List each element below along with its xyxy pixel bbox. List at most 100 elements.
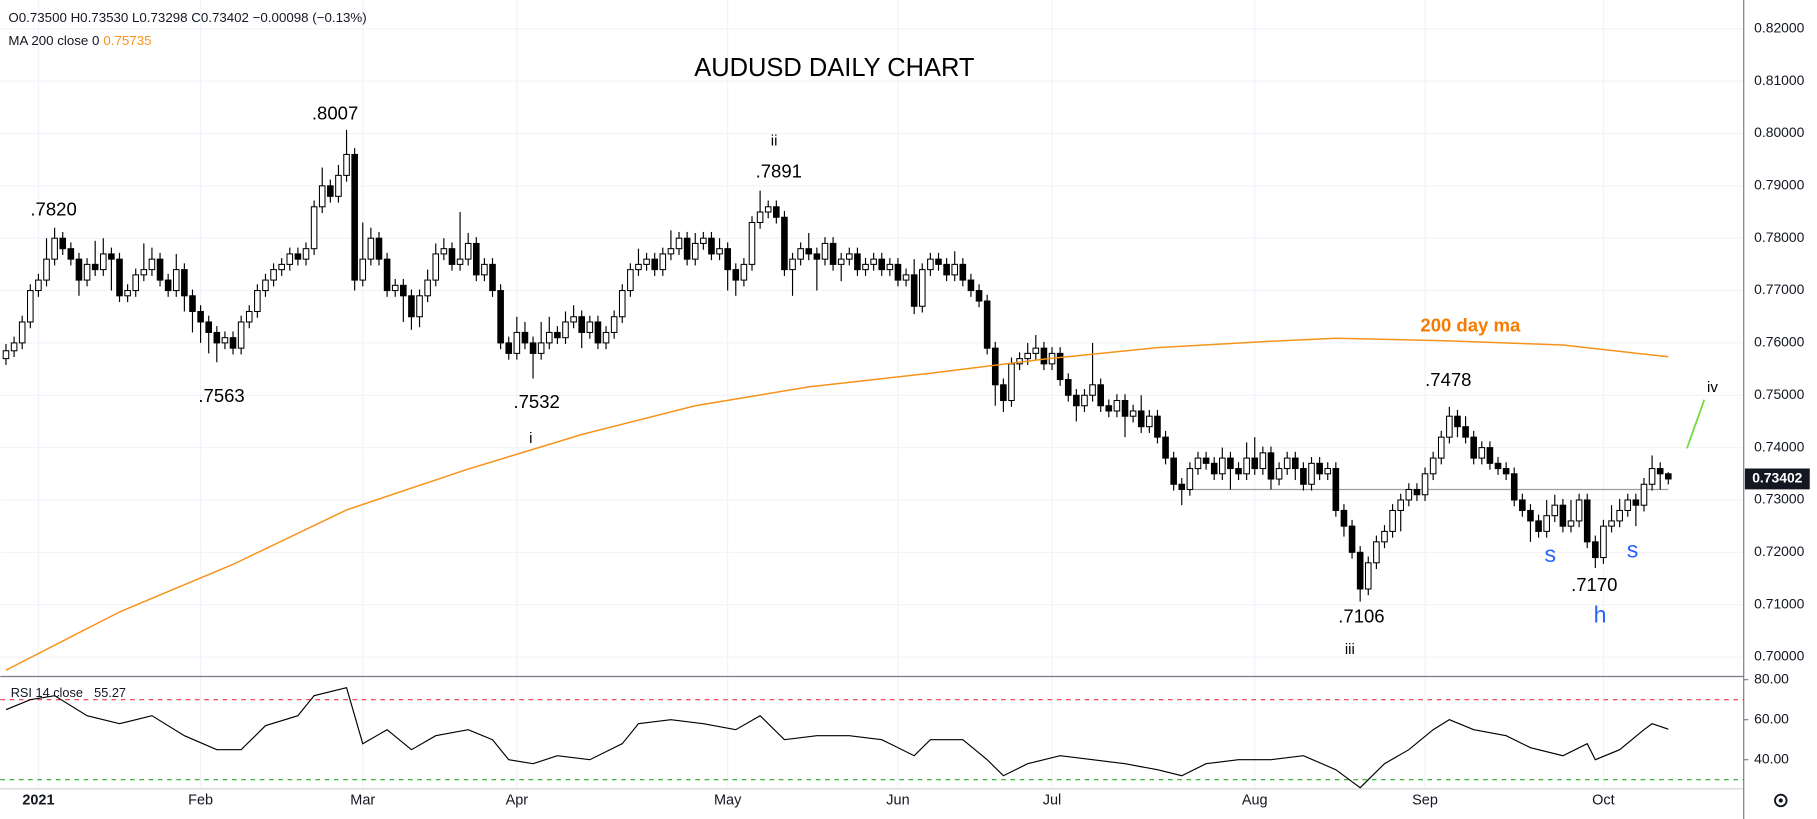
candle-body	[164, 279, 172, 292]
candle-body	[1632, 499, 1640, 506]
chart-title: AUDUSD DAILY CHART	[694, 54, 974, 82]
annotation: .7106	[1338, 605, 1384, 626]
candle-body	[1454, 415, 1461, 428]
candle-body	[1097, 384, 1104, 407]
candle-body	[1324, 468, 1332, 475]
candle-body	[1648, 468, 1656, 485]
candle-body	[691, 242, 699, 260]
candle-body	[1527, 509, 1534, 522]
y-tick-label: 0.79000	[1754, 177, 1804, 193]
candle-body	[278, 263, 285, 271]
candle-body	[959, 263, 967, 281]
candle-body	[391, 284, 399, 292]
candle-body	[1056, 352, 1064, 381]
annotation: .7170	[1571, 574, 1617, 595]
candle-body	[310, 206, 318, 250]
ma-legend-name: MA 200 close 0	[8, 33, 99, 48]
last-price-label: 0.73402	[1752, 470, 1802, 486]
candle-body	[140, 269, 148, 276]
candle-body	[1332, 468, 1340, 511]
candle-body	[627, 269, 634, 292]
candle-body	[1356, 551, 1364, 590]
candle-body	[59, 237, 67, 250]
annotation: 200 day ma	[1420, 315, 1521, 336]
candle-body	[983, 300, 991, 349]
y-tick-label: 0.74000	[1754, 438, 1804, 454]
annotation: s	[1627, 537, 1639, 563]
candle-body	[335, 174, 342, 197]
candle-body	[1656, 468, 1664, 475]
gear[interactable]	[1774, 793, 1788, 808]
candle-body	[1340, 509, 1348, 527]
candle-body	[878, 258, 886, 271]
candle-body	[408, 295, 415, 318]
candle-body	[789, 258, 796, 271]
candle-body	[1032, 347, 1040, 354]
annotation: i	[529, 430, 532, 447]
candle-body	[1543, 515, 1550, 532]
candle-body	[1251, 457, 1259, 470]
candle-body	[270, 269, 277, 281]
x-tick-label: Apr	[506, 792, 529, 808]
candle-body	[659, 253, 667, 271]
x-tick-label: Sep	[1412, 792, 1438, 808]
candle-body	[700, 237, 707, 244]
y-tick-label: 0.71000	[1754, 595, 1804, 611]
candle-body	[343, 153, 350, 176]
candle-body	[1219, 457, 1226, 475]
candle-body	[886, 263, 894, 271]
x-tick-label: Feb	[188, 792, 213, 808]
candle-body	[1089, 384, 1096, 396]
rsi-legend-name: RSI 14 close	[11, 685, 83, 700]
marks	[0, 129, 1744, 789]
candle-body	[35, 279, 42, 292]
candle-body	[1194, 457, 1202, 470]
candle-body	[545, 331, 553, 344]
candle-body	[732, 269, 740, 281]
candle-body	[205, 321, 213, 333]
candle-body	[1210, 462, 1218, 475]
candle-body	[813, 253, 821, 260]
candle-body	[894, 263, 902, 281]
candle-body	[1024, 352, 1032, 360]
candle-body	[1446, 415, 1453, 438]
x-tick-label: 2021	[22, 792, 54, 808]
y-tick-label: 0.82000	[1754, 19, 1804, 35]
candle-body	[1381, 530, 1388, 543]
candle-body	[821, 242, 829, 260]
candle-body	[1186, 468, 1194, 491]
candle-body	[967, 279, 975, 292]
candle-body	[181, 269, 188, 297]
candle-body	[1121, 399, 1129, 417]
candle-body	[148, 258, 156, 271]
gear-center[interactable]	[1778, 798, 1783, 803]
candle-body	[578, 316, 586, 333]
candle-body	[1081, 394, 1088, 407]
candle-body	[610, 316, 618, 333]
candle-body	[367, 237, 375, 260]
settings-icon[interactable]	[1774, 793, 1788, 808]
candle-body	[910, 274, 918, 307]
candle-body	[1162, 436, 1169, 459]
annotation: .7563	[198, 385, 244, 406]
candle-body	[1275, 468, 1283, 480]
annotation: s	[1544, 541, 1556, 567]
x-tick-label: Jul	[1043, 792, 1062, 808]
candle-body	[1259, 452, 1267, 470]
candle-body	[1008, 363, 1015, 402]
candle-body	[400, 284, 407, 297]
candle-body	[1227, 457, 1234, 470]
candle-body	[1567, 520, 1575, 527]
y-tick-label: 0.73000	[1754, 491, 1804, 507]
candle-body	[773, 206, 780, 218]
candle-body	[448, 248, 456, 265]
annotation: .7532	[513, 391, 559, 412]
candle-body	[902, 274, 910, 281]
candle-body	[51, 237, 58, 260]
candle-body	[675, 237, 683, 250]
x-tick-label: May	[714, 792, 742, 808]
candle-body	[708, 237, 715, 255]
annotation: h	[1594, 601, 1607, 627]
candle-body	[1551, 504, 1559, 517]
candle-body	[351, 153, 358, 281]
